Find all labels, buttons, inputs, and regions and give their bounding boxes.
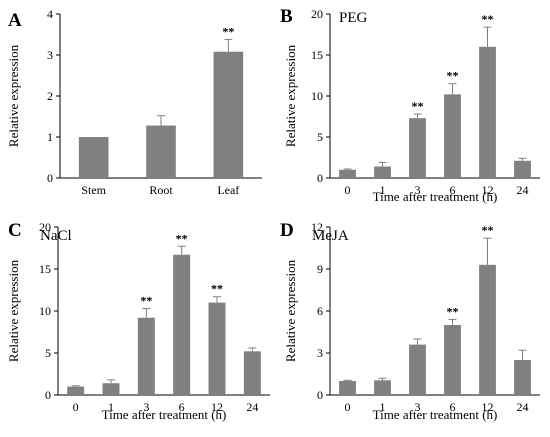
panel-a-y-tick-label: 3 [47,48,53,62]
panel-a-x-tick-label: Root [149,183,173,197]
panel-b-bar [514,160,531,178]
panel-b-bar [339,169,356,178]
panel-c-x-tick-label: 12 [211,400,223,414]
panel-d-x-tick-label: 3 [415,400,421,414]
panel-d-y-tick-label: 12 [311,220,323,234]
panel-d-letter: D [280,220,294,241]
panel-c-significance-label: ** [211,282,223,296]
panel-a-significance-label: ** [222,24,234,38]
panel-c-bar [173,254,191,395]
panel-d-bar [514,360,531,395]
panel-c-x-tick-label: 1 [108,400,114,414]
panel-c-x-tick-label: 24 [246,400,258,414]
panel-b-y-axis-title: Relative expression [283,44,298,147]
panel-d-significance-label: ** [482,223,494,237]
panel-d-y-tick-label: 3 [317,346,323,360]
panel-c-x-tick-label: 6 [179,400,185,414]
panel-b-bar [444,94,461,178]
panel-c-treatment-title: NaCl [40,228,72,244]
panel-b-bar [409,118,426,178]
panel-b-treatment-title: PEG [339,10,368,26]
panel-c-significance-label: ** [140,293,152,307]
panel-a-y-axis-title: Relative expression [6,44,21,147]
panel-b-y-tick-label: 5 [317,130,323,144]
panel-b-significance-label: ** [482,12,494,26]
panel-c-y-tick-label: 20 [39,220,51,234]
panel-c-y-tick-label: 5 [45,346,51,360]
panel-c-bar [208,302,226,395]
panel-c-y-axis-title: Relative expression [6,259,21,362]
panel-d-bar [339,381,356,395]
panel-b-letter: B [280,6,293,27]
panel-d-y-tick-label: 9 [317,262,323,276]
panel-b-y-tick-label: 0 [317,171,323,185]
panel-d-y-tick-label: 6 [317,304,323,318]
panel-b-x-tick-label: 3 [415,183,421,197]
panel-a-letter: A [8,10,22,31]
panel-b-x-axis-title: Time after treatment (h) [373,189,498,204]
panel-a-y-tick-label: 4 [47,7,53,21]
panel-c-x-tick-label: 0 [73,400,79,414]
panel-d-x-tick-label: 1 [380,400,386,414]
panel-a-x-tick-label: Stem [81,183,106,197]
panel-d-bar [479,264,496,395]
panel-a-y-tick-label: 0 [47,171,53,185]
panel-a-y-tick-label: 2 [47,89,53,103]
panel-b-x-tick-label: 0 [345,183,351,197]
panel-d-bar [374,380,391,395]
panel-b-x-tick-label: 6 [450,183,456,197]
panel-a-x-tick-label: Leaf [217,183,239,197]
panel-c-y-tick-label: 15 [39,262,51,276]
panel-d-x-tick-label: 24 [517,400,529,414]
panel-a-bar [146,125,176,178]
panel-d-bar [409,344,426,395]
panel-b-bar [479,46,496,178]
panel-d-x-axis-title: Time after treatment (h) [373,407,498,422]
panel-c-y-tick-label: 0 [45,388,51,402]
panel-d-x-tick-label: 0 [345,400,351,414]
panel-a-bar [78,137,109,178]
panel-b-y-tick-label: 10 [311,89,323,103]
panel-b-y-tick-label: 15 [311,48,323,62]
panel-b-significance-label: ** [412,99,424,113]
panel-b-y-tick-label: 20 [311,7,323,21]
panel-c-letter: C [8,220,22,241]
panel-c-y-tick-label: 10 [39,304,51,318]
panel-d-significance-label: ** [447,304,459,318]
panel-c-bar [102,383,120,395]
panel-a-y-tick-label: 1 [47,130,53,144]
panel-d-x-tick-label: 6 [450,400,456,414]
panel-b-significance-label: ** [447,69,459,83]
panel-c-x-axis-title: Time after treatment (h) [102,407,227,422]
panel-b-x-tick-label: 1 [380,183,386,197]
panel-c-significance-label: ** [176,231,188,245]
panel-c-x-tick-label: 3 [143,400,149,414]
panel-b-x-tick-label: 24 [517,183,529,197]
panel-d-y-axis-title: Relative expression [283,259,298,362]
panel-c-bar [243,351,261,395]
panel-d-y-tick-label: 0 [317,388,323,402]
panel-a-bar [213,51,244,178]
panel-d-x-tick-label: 12 [482,400,494,414]
panel-c-bar [137,317,155,395]
panel-d-treatment-title: MeJA [312,228,349,244]
panel-b-x-tick-label: 12 [482,183,494,197]
panel-b-bar [374,166,391,178]
panel-c-bar [67,386,85,395]
panel-d-bar [444,325,461,395]
